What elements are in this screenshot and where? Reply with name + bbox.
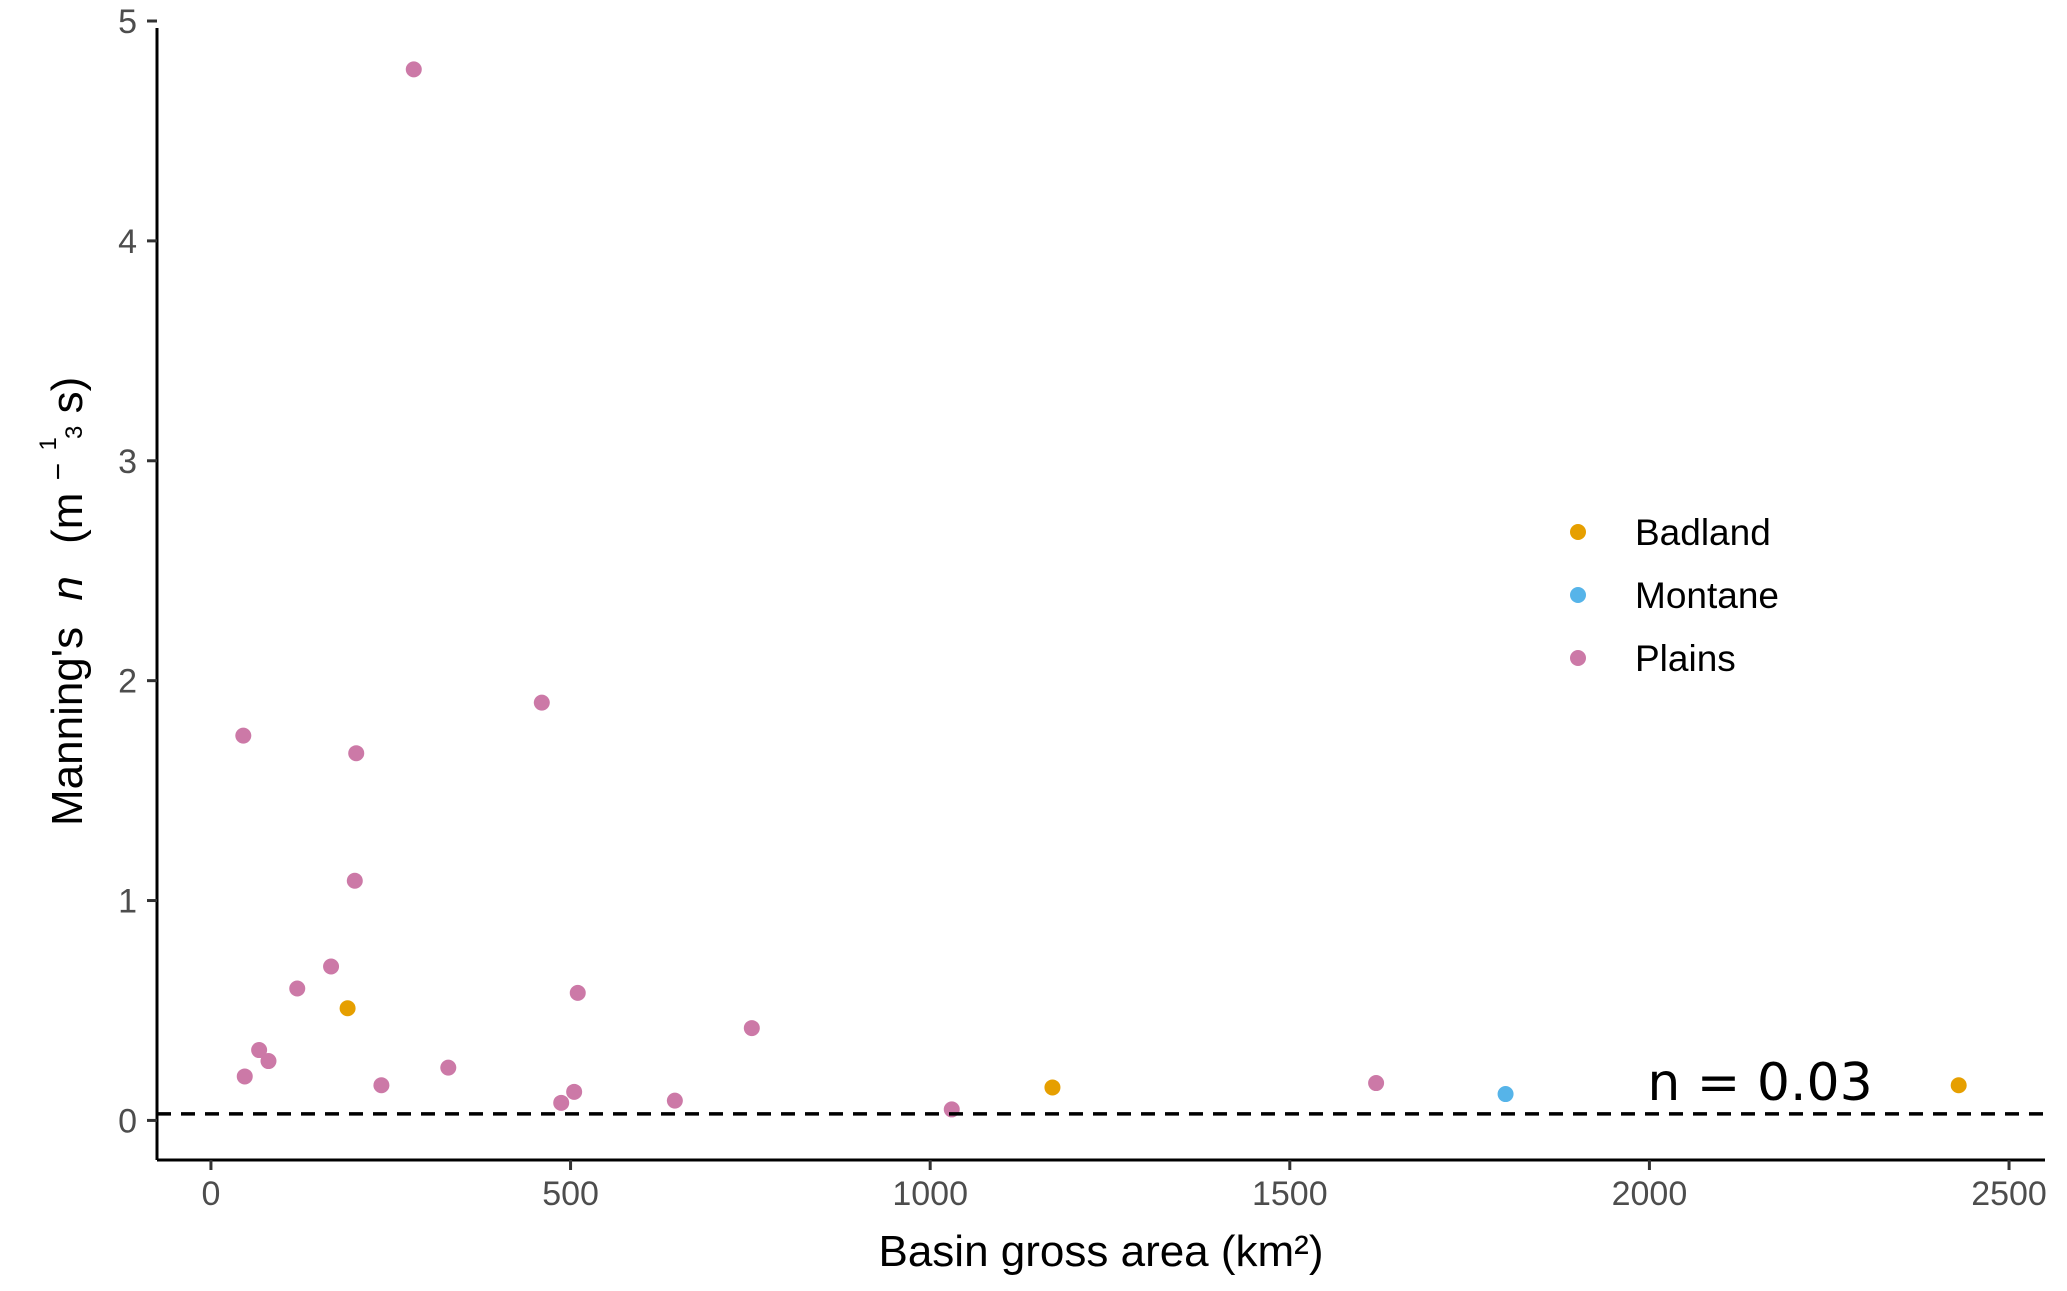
- data-point-plains: [348, 745, 365, 762]
- data-point-plains: [1368, 1075, 1385, 1092]
- data-point-badland: [1950, 1077, 1967, 1094]
- data-point-plains: [533, 694, 550, 711]
- y-tick-label: 4: [118, 223, 137, 261]
- legend-key-montane: [1570, 587, 1586, 603]
- x-tick-label: 1500: [1252, 1175, 1328, 1213]
- legend-label-montane: Montane: [1635, 575, 1779, 616]
- legend-label-badland: Badland: [1635, 512, 1771, 553]
- y-axis-title-exponent-numerator: 1: [35, 437, 62, 450]
- y-axis-title-exponent-sign: −: [42, 463, 75, 481]
- y-axis-title-exponent-denominator: 3: [61, 426, 88, 439]
- legend-label-plains: Plains: [1635, 638, 1736, 679]
- legend-key-badland: [1570, 524, 1586, 540]
- data-point-plains: [373, 1077, 390, 1094]
- x-axis-title: Basin gross area (km²): [878, 1227, 1323, 1276]
- x-tick-label: 1000: [892, 1175, 968, 1213]
- legend: Badland Montane Plains: [1570, 512, 1779, 679]
- x-tick-label: 2000: [1612, 1175, 1688, 1213]
- data-point-plains: [553, 1094, 570, 1111]
- y-tick-label: 5: [118, 3, 137, 41]
- y-axis-title-unit-open: (m: [43, 493, 92, 544]
- data-point-plains: [569, 984, 586, 1001]
- data-point-plains: [405, 61, 422, 78]
- data-points: [235, 61, 1967, 1118]
- x-tick-label: 0: [201, 1175, 220, 1213]
- data-point-badland: [339, 1000, 356, 1017]
- data-point-plains: [440, 1059, 457, 1076]
- y-axis-title-variable: n: [43, 576, 92, 600]
- y-tick-label: 0: [118, 1102, 137, 1140]
- data-point-badland: [1044, 1079, 1061, 1096]
- y-axis-title: Manning's n (m − 1 3 s): [17, 377, 92, 826]
- data-point-montane: [1497, 1086, 1514, 1103]
- svg-text:Manning's n (m: Manning's n (m − 1 3 s): [17, 377, 92, 826]
- data-point-plains: [323, 958, 340, 975]
- x-axis-ticks: 0 500 1000 1500 2000 2500: [201, 1160, 2047, 1213]
- data-point-plains: [566, 1083, 583, 1100]
- data-point-plains: [236, 1068, 253, 1085]
- data-point-plains: [666, 1092, 683, 1109]
- y-tick-label: 3: [118, 443, 137, 481]
- y-tick-label: 2: [118, 663, 137, 701]
- data-point-plains: [346, 872, 363, 889]
- data-point-plains: [743, 1020, 760, 1037]
- legend-key-plains: [1570, 650, 1586, 666]
- data-point-plains: [251, 1042, 268, 1059]
- y-axis-title-prefix: Manning's: [43, 627, 92, 826]
- data-point-plains: [289, 980, 306, 997]
- data-point-plains: [235, 727, 252, 744]
- reference-line-label: n = 0.03: [1647, 1053, 1872, 1113]
- x-tick-label: 2500: [1971, 1175, 2047, 1213]
- y-axis-title-unit-close: s): [43, 377, 92, 414]
- y-tick-label: 1: [118, 883, 137, 921]
- data-point-plains: [260, 1053, 277, 1070]
- x-tick-label: 500: [542, 1175, 599, 1213]
- y-axis-ticks: 0 1 2 3 4 5: [118, 3, 157, 1140]
